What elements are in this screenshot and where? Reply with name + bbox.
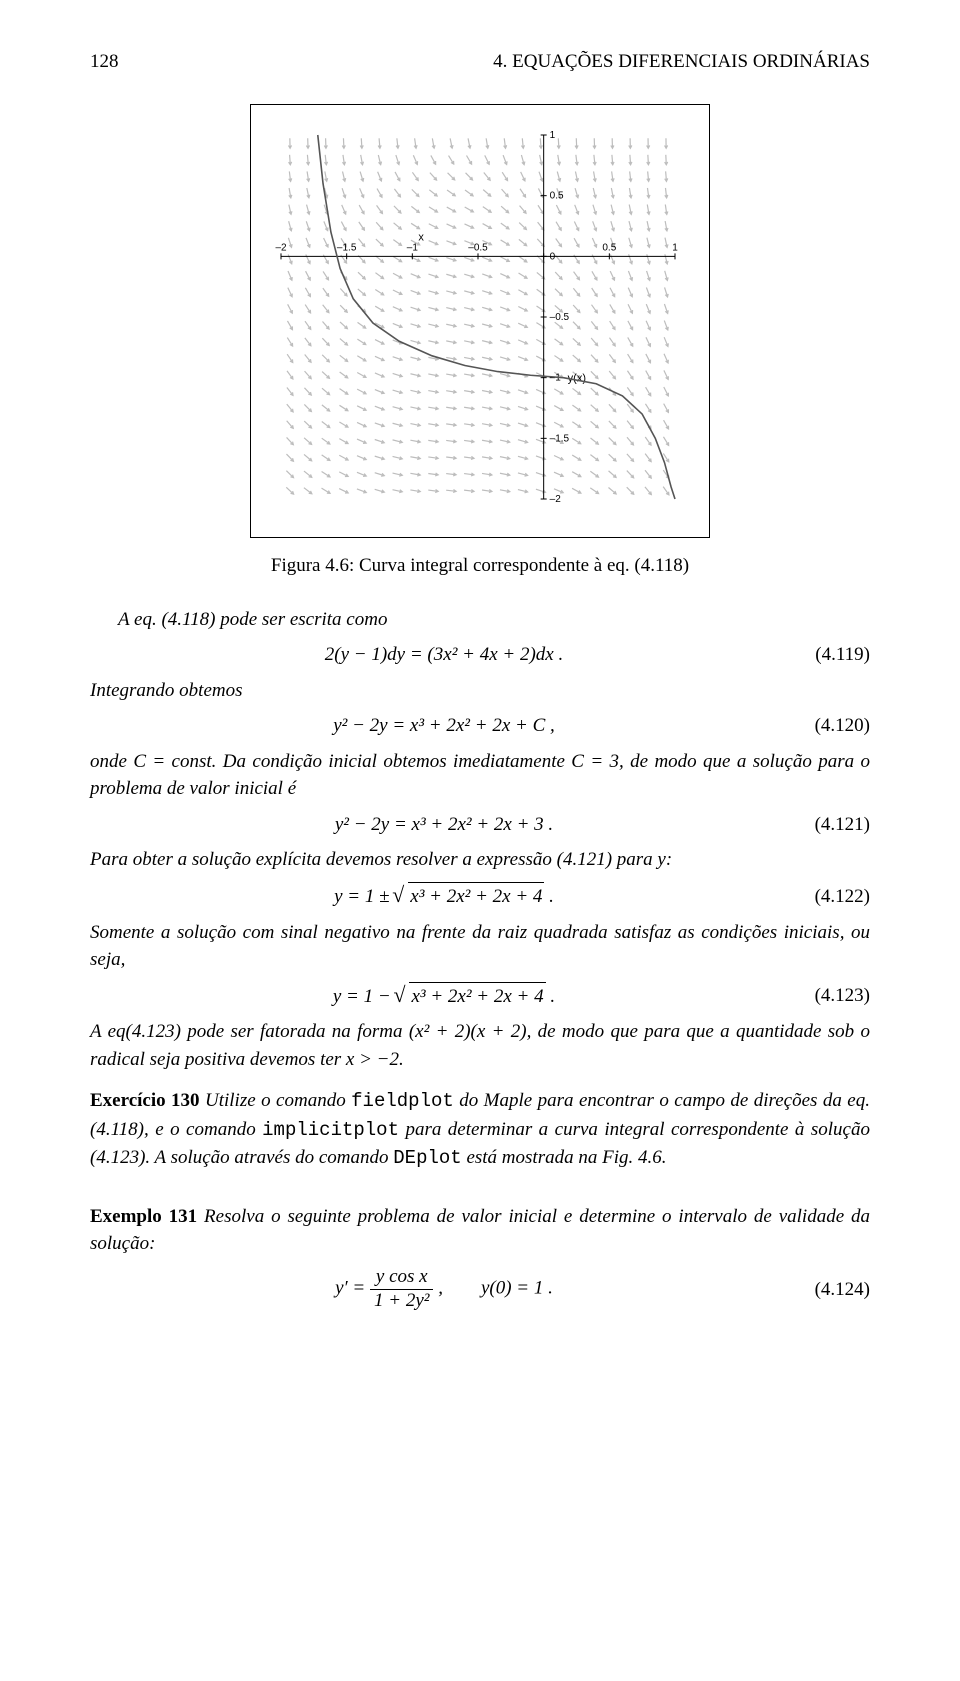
equation-body: y² − 2y = x³ + 2x² + 2x + C ,: [90, 712, 798, 740]
equation-number: (4.121): [798, 811, 870, 839]
equation-4-121: y² − 2y = x³ + 2x² + 2x + 3 . (4.121): [90, 811, 870, 839]
paragraph-eq-intro: A eq. (4.118) pode ser escrita como: [90, 606, 870, 634]
equation-body: y′ = y cos x1 + 2y² , y(0) = 1 .: [90, 1266, 798, 1313]
svg-text:–1.5: –1.5: [337, 242, 357, 253]
text-fragment: onde: [90, 751, 133, 772]
equation-body: y = 1 − x³ + 2x² + 2x + 4 .: [90, 982, 798, 1011]
svg-text:0.5: 0.5: [602, 242, 616, 253]
equation-body: y = 1 ± x³ + 2x² + 2x + 4 .: [90, 882, 798, 911]
exercise-label: Exercício 130: [90, 1090, 200, 1111]
code-implicitplot: implicitplot: [262, 1119, 399, 1141]
page-number: 128: [90, 48, 119, 76]
eq-mid: , y(0) = 1 .: [433, 1278, 552, 1299]
equation-4-123: y = 1 − x³ + 2x² + 2x + 4 . (4.123): [90, 982, 870, 1011]
eq-radicand: x³ + 2x² + 2x + 4: [408, 882, 544, 911]
paragraph-factor: A eq(4.123) pode ser fatorada na forma (…: [90, 1018, 870, 1073]
equation-number: (4.122): [798, 883, 870, 911]
equation-4-124: y′ = y cos x1 + 2y² , y(0) = 1 . (4.124): [90, 1266, 870, 1313]
chapter-title: 4. EQUAÇÕES DIFERENCIAIS ORDINÁRIAS: [493, 48, 870, 76]
direction-field-figure: –2–1.5–1–0.50.51–2–1.5–1–0.500.51xy(x): [250, 104, 710, 539]
equation-4-120: y² − 2y = x³ + 2x² + 2x + C , (4.120): [90, 712, 870, 740]
svg-text:x: x: [418, 231, 424, 243]
equation-body: y² − 2y = x³ + 2x² + 2x + 3 .: [90, 811, 798, 839]
text-fragment: Resolva o seguinte problema de valor ini…: [90, 1206, 870, 1255]
paragraph-const: onde C = const. Da condição inicial obte…: [90, 748, 870, 803]
svg-text:0: 0: [550, 251, 556, 262]
eq-post: .: [544, 886, 554, 907]
eq-frac-num: y cos x: [370, 1266, 433, 1290]
svg-text:0.5: 0.5: [550, 190, 564, 201]
paragraph-explicit: Para obter a solução explícita devemos r…: [90, 846, 870, 874]
equation-number: (4.120): [798, 712, 870, 740]
equation-number: (4.124): [798, 1276, 870, 1304]
eq-pre: y = 1 ±: [334, 886, 394, 907]
figure-caption: Figura 4.6: Curva integral correspondent…: [90, 552, 870, 580]
text-fragment: está mostrada na Fig. 4.6.: [462, 1147, 667, 1168]
svg-text:–0.5: –0.5: [468, 242, 488, 253]
svg-text:–2: –2: [550, 494, 562, 505]
equation-4-119: 2(y − 1)dy = (3x² + 4x + 2)dx . (4.119): [90, 641, 870, 669]
svg-text:–1.5: –1.5: [550, 433, 570, 444]
equation-4-122: y = 1 ± x³ + 2x² + 2x + 4 . (4.122): [90, 882, 870, 911]
svg-text:–0.5: –0.5: [550, 312, 570, 323]
paragraph-integrando: Integrando obtemos: [90, 677, 870, 705]
svg-text:1: 1: [550, 130, 556, 141]
svg-text:1: 1: [672, 242, 678, 253]
text-fragment: C = const.: [133, 751, 216, 772]
code-deplot: DEplot: [393, 1147, 461, 1169]
code-fieldplot: fieldplot: [351, 1090, 454, 1112]
example-label: Exemplo 131: [90, 1206, 197, 1227]
equation-body: 2(y − 1)dy = (3x² + 4x + 2)dx .: [90, 641, 798, 669]
exercise-130: Exercício 130 Utilize o comando fieldplo…: [90, 1087, 870, 1173]
page-header: 128 4. EQUAÇÕES DIFERENCIAIS ORDINÁRIAS: [90, 48, 870, 76]
eq-pre: y = 1 −: [333, 986, 396, 1007]
eq-frac-den: 1 + 2y²: [370, 1290, 433, 1313]
equation-number: (4.119): [798, 641, 870, 669]
example-131: Exemplo 131 Resolva o seguinte problema …: [90, 1203, 870, 1258]
equation-number: (4.123): [798, 982, 870, 1010]
eq-lhs: y′ =: [335, 1278, 370, 1299]
text-fragment: Utilize o comando: [200, 1090, 352, 1111]
direction-field-svg: –2–1.5–1–0.50.51–2–1.5–1–0.500.51xy(x): [263, 117, 693, 517]
eq-radicand: x³ + 2x² + 2x + 4: [409, 982, 545, 1011]
eq-post: .: [546, 986, 556, 1007]
svg-text:–1: –1: [407, 242, 419, 253]
paragraph-somente: Somente a solução com sinal negativo na …: [90, 919, 870, 974]
svg-text:–2: –2: [275, 242, 287, 253]
